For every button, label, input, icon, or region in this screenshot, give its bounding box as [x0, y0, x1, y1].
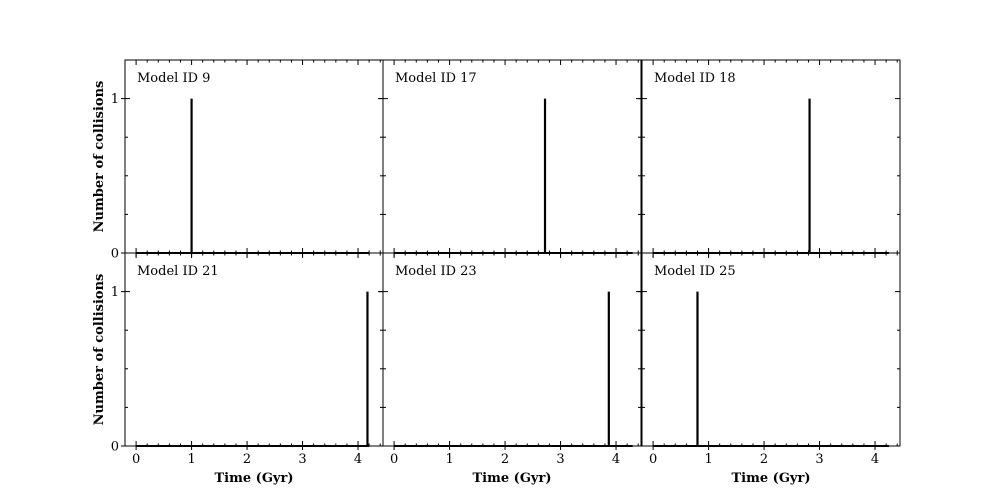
- subplot-4: 0 1 0 1 2 3 4 Model ID 21 Number of collisions Ti…: [92, 252, 384, 486]
- x-tick-label: 4: [354, 452, 362, 467]
- x-tick-label: 0: [390, 452, 398, 467]
- subplot-3: Model ID 18: [638, 59, 901, 257]
- x-tick-label: 4: [871, 452, 879, 467]
- x-tick-label: 1: [187, 452, 195, 467]
- x-tick-label: 0: [132, 452, 140, 467]
- y-tick-label: 0: [111, 440, 119, 455]
- x-tick-label: 3: [556, 452, 564, 467]
- axes-frame: [641, 252, 901, 447]
- x-tick-label: 2: [760, 452, 768, 467]
- panel-title: Model ID 21: [137, 264, 219, 279]
- axes-frame: [124, 59, 384, 254]
- panel-title: Model ID 25: [654, 264, 736, 279]
- x-tick-label: 1: [704, 452, 712, 467]
- x-tick-label: 0: [649, 452, 657, 467]
- y-tick-label: 1: [111, 285, 119, 300]
- panel-title: Model ID 23: [395, 264, 477, 279]
- panel-title: Model ID 17: [395, 71, 477, 86]
- subplot-1: 0 1 Model ID 9 Number of collisions: [92, 59, 384, 262]
- x-axis-label: Time (Gyr): [215, 471, 294, 486]
- x-tick-label: 3: [815, 452, 823, 467]
- subplot-2: Model ID 17: [379, 59, 642, 257]
- x-tick-label: 3: [298, 452, 306, 467]
- x-tick-label: 4: [612, 452, 620, 467]
- x-tick-label: 2: [243, 452, 251, 467]
- y-axis-label: Number of collisions: [92, 81, 107, 233]
- axes-frame: [382, 59, 642, 254]
- axes-frame: [641, 59, 901, 254]
- y-tick-label: 0: [111, 247, 119, 262]
- x-axis-label: Time (Gyr): [473, 471, 552, 486]
- y-axis-label: Number of collisions: [92, 274, 107, 426]
- axes-frame: [382, 252, 642, 447]
- panel-title: Model ID 18: [654, 71, 736, 86]
- panel-title: Model ID 9: [137, 71, 210, 86]
- x-tick-label: 1: [445, 452, 453, 467]
- x-axis-label: Time (Gyr): [732, 471, 811, 486]
- y-tick-label: 1: [111, 92, 119, 107]
- subplot-5: 0 1 2 3 4 Model ID 23 Time (Gyr): [379, 252, 642, 486]
- subplot-6: 0 1 2 3 4 Model ID 25 Time (Gyr): [638, 252, 901, 486]
- axes-frame: [124, 252, 384, 447]
- x-tick-label: 2: [501, 452, 509, 467]
